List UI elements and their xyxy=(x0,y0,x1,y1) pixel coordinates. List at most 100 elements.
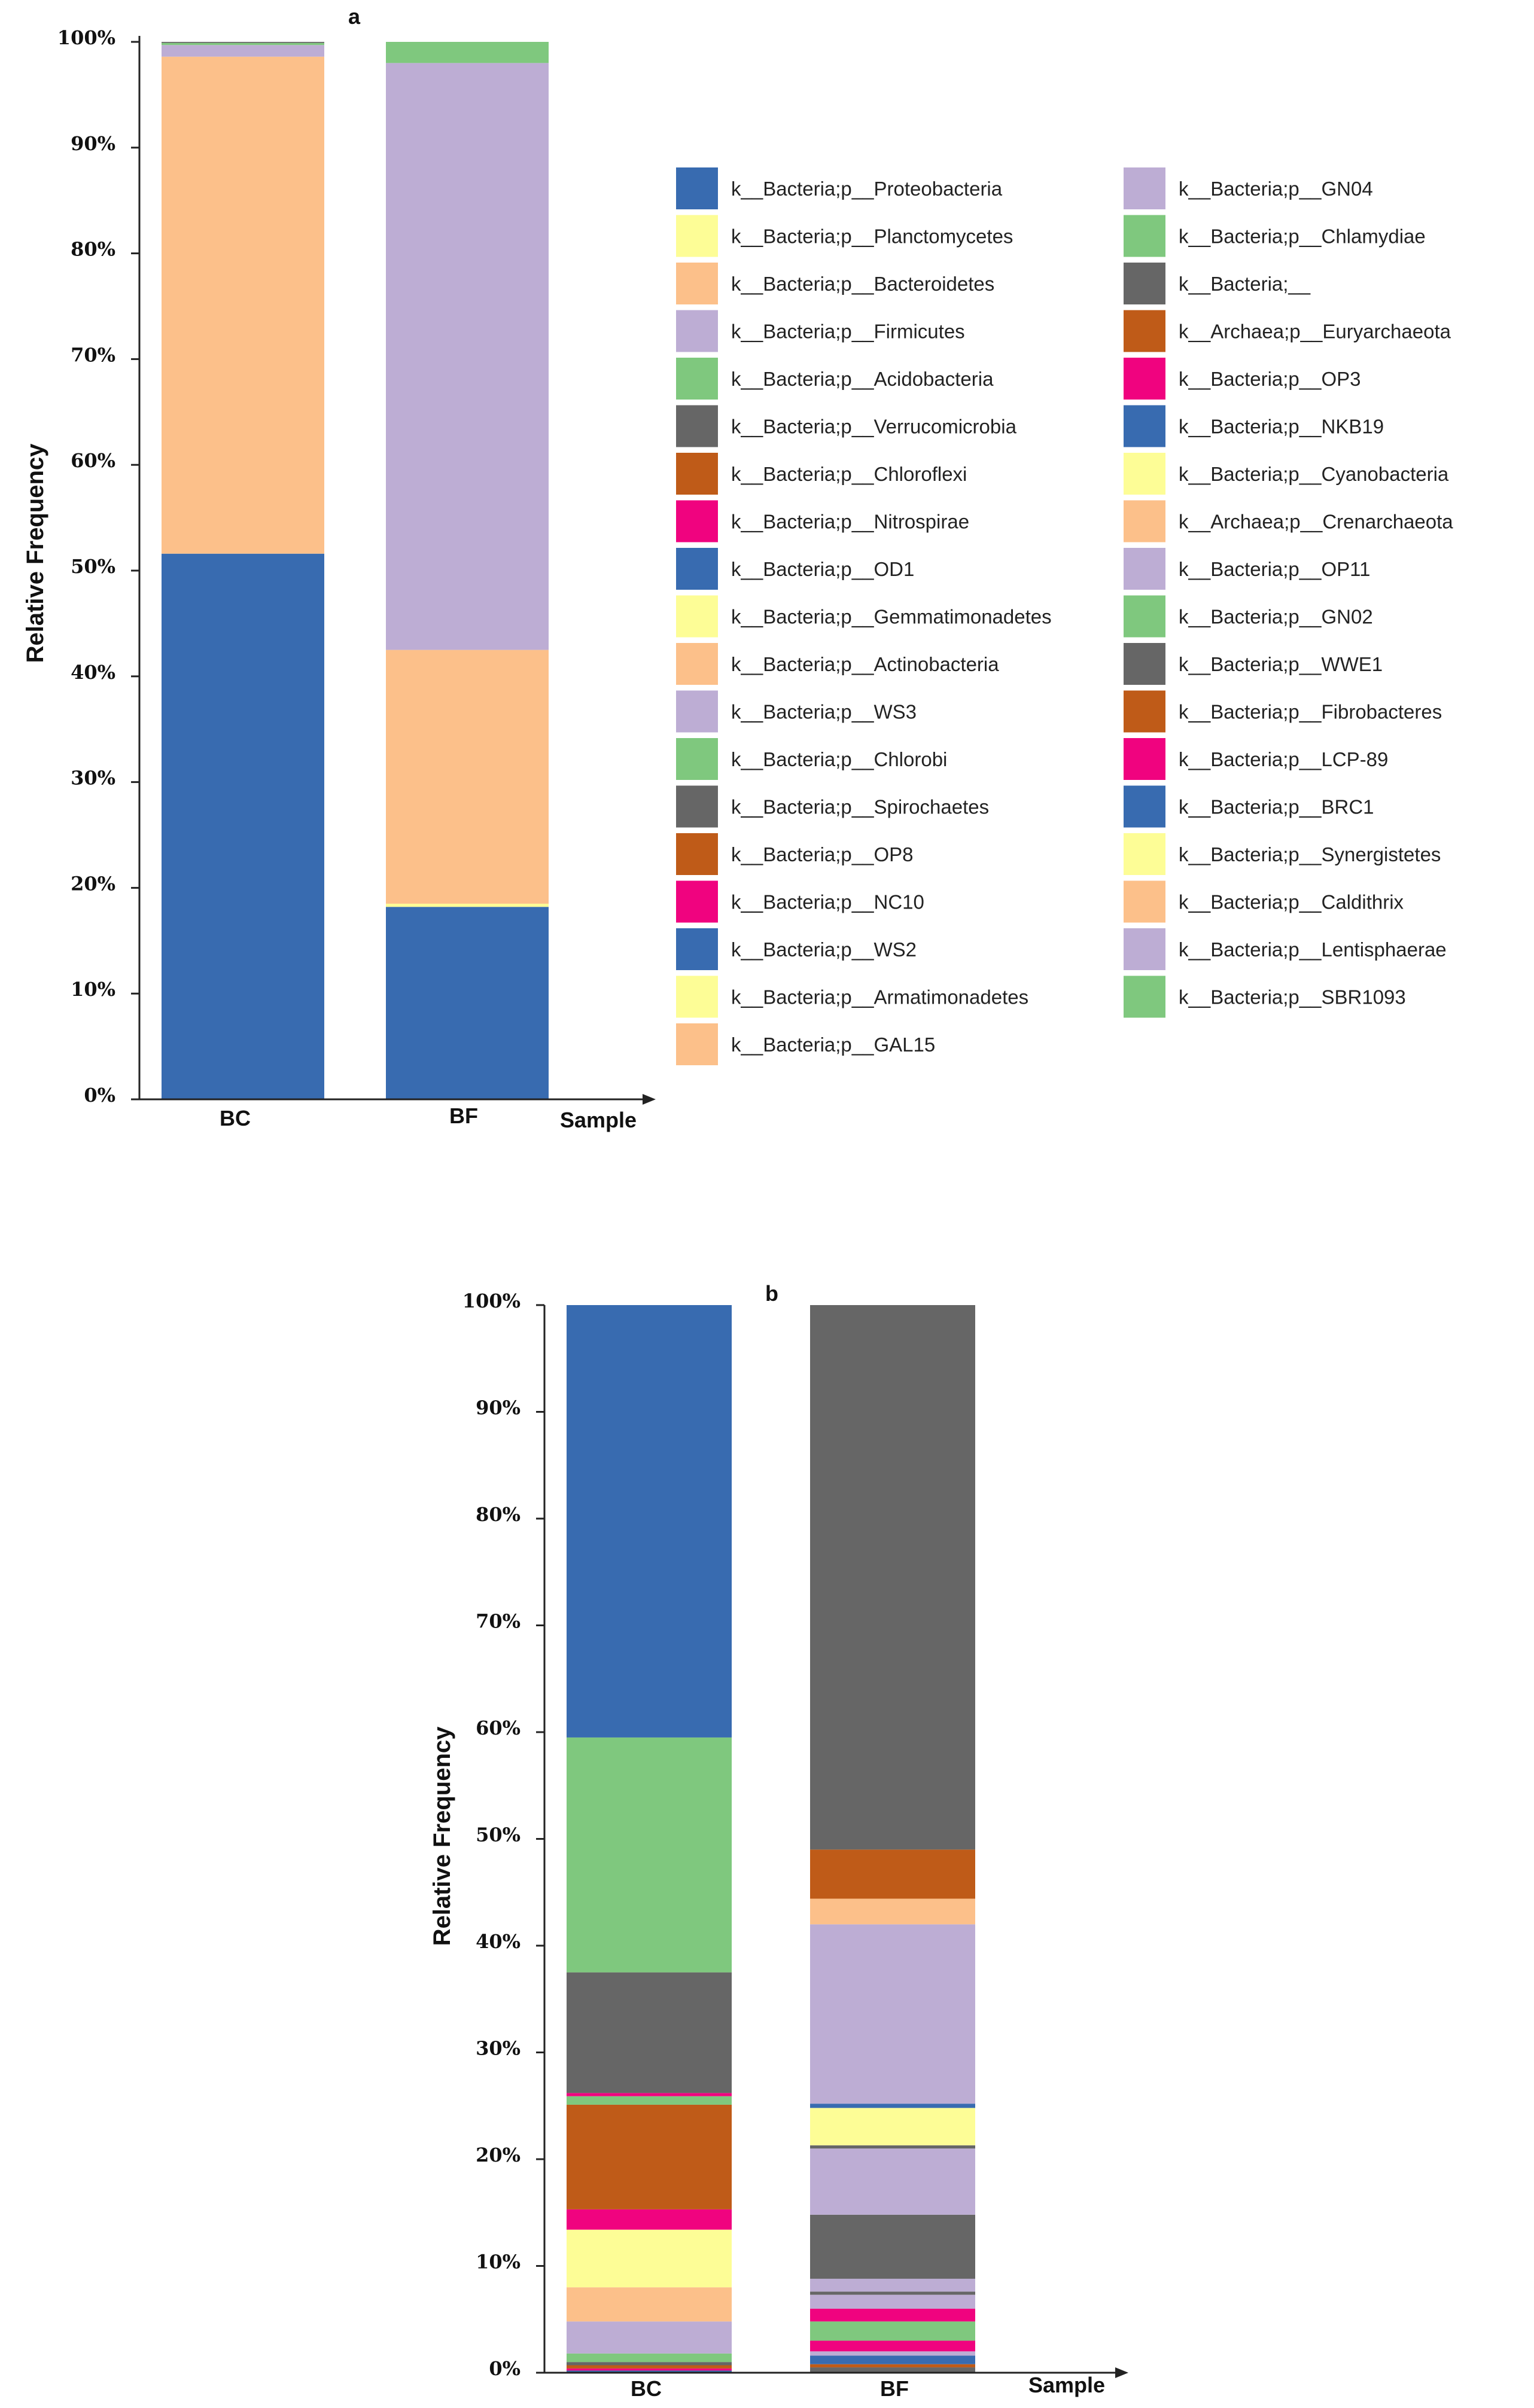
panel-b-bar-segment xyxy=(810,2214,975,2279)
legend-swatch xyxy=(676,595,718,638)
legend-swatch xyxy=(1124,263,1165,304)
panel-a-category-bc: BC xyxy=(220,1106,251,1130)
legend-swatch xyxy=(676,643,718,685)
legend-label: k__Bacteria;p__Armatimonadetes xyxy=(731,986,1028,1008)
panel-a-y-axis-label: Relative Frequency xyxy=(22,443,48,663)
panel-b-bar-segment xyxy=(567,2368,732,2371)
legend-swatch xyxy=(1124,643,1165,685)
panel-b-bar-segment xyxy=(567,2287,732,2322)
panel-b-y-tick-label: 80% xyxy=(476,1503,521,1526)
legend-label: k__Bacteria;p__Nitrospirae xyxy=(731,511,969,533)
panel-b-y-tick-label: 40% xyxy=(476,1930,521,1953)
legend-swatch xyxy=(676,785,718,828)
panel-a-bar-segment xyxy=(386,903,549,907)
panel-b-bar-segment xyxy=(567,2093,732,2096)
panel-b-y-tick-label: 10% xyxy=(476,2251,521,2273)
panel-a-title: a xyxy=(348,4,361,29)
panel-b-bar-segment xyxy=(810,2367,975,2373)
legend-swatch xyxy=(676,738,718,780)
panel-b-bar-segment xyxy=(810,2364,975,2368)
legend-swatch xyxy=(676,167,718,209)
legend-label: k__Bacteria;p__Fibrobacteres xyxy=(1179,701,1442,723)
panel-b-y-tick-label: 100% xyxy=(462,1290,521,1312)
legend-label: k__Bacteria;p__WS3 xyxy=(731,701,917,723)
panel-a-y-tick-label: 50% xyxy=(71,555,115,578)
panel-b-bar-segment xyxy=(567,2365,732,2369)
panel-b-y-axis-label: Relative Frequency xyxy=(429,1726,455,1946)
legend-label: k__Bacteria;p__Lentisphaerae xyxy=(1179,938,1447,961)
legend-label: k__Archaea;p__Crenarchaeota xyxy=(1179,511,1453,533)
legend-swatch xyxy=(1124,500,1165,542)
panel-a-bar-segment xyxy=(386,907,549,1099)
legend-label: k__Bacteria;p__Synergistetes xyxy=(1179,843,1441,865)
panel-b-bar-segment xyxy=(810,2145,975,2149)
panel-b-bar-segment xyxy=(810,2108,975,2145)
legend-label: k__Bacteria;p__Cyanobacteria xyxy=(1179,463,1449,485)
panel-a-bar-segment xyxy=(162,553,324,1099)
legend-label: k__Archaea;p__Euryarchaeota xyxy=(1179,321,1451,343)
legend-swatch xyxy=(676,976,718,1018)
legend-swatch xyxy=(1124,310,1165,352)
legend-swatch xyxy=(1124,785,1165,828)
legend-swatch xyxy=(1124,453,1165,495)
panel-b-bar-segment xyxy=(810,1924,975,2104)
legend-swatch xyxy=(1124,595,1165,638)
panel-b-bar-segment xyxy=(810,2148,975,2215)
panel-a-bar-segment xyxy=(162,42,324,43)
legend-swatch xyxy=(676,453,718,495)
panel-a-y-tick-label: 40% xyxy=(71,661,115,684)
panel-b-x-axis-label: Sample xyxy=(1028,2373,1105,2397)
panel-b-chart: b Relative Frequency 0% 10% 20% 30% 40% 50% 60… xyxy=(429,1281,1128,2401)
panel-a-bar-segment xyxy=(386,650,549,904)
panel-b-bar-segment xyxy=(810,1898,975,1925)
panel-b-bar-segment xyxy=(810,2278,975,2292)
panel-b-bar-segment xyxy=(810,2355,975,2364)
legend-label: k__Bacteria;p__GN02 xyxy=(1179,606,1373,628)
legend-swatch xyxy=(1124,215,1165,257)
panel-a-legend: k__Bacteria;p__Proteobacteria k__Bacteria… xyxy=(676,167,1453,1065)
panel-b-bar-segment xyxy=(567,2321,732,2354)
legend-label: k__Bacteria;p__Actinobacteria xyxy=(731,653,999,675)
legend-label: k__Bacteria;p__Firmicutes xyxy=(731,321,965,343)
legend-label: k__Bacteria;p__BRC1 xyxy=(1179,796,1374,818)
legend-label: k__Bacteria;p__OP8 xyxy=(731,843,914,865)
panel-b-bar-segment xyxy=(567,2353,732,2363)
panel-a-bar-segment xyxy=(162,56,324,554)
panel-b-bar-segment xyxy=(810,2321,975,2341)
panel-b-bar-segment xyxy=(810,2351,975,2356)
panel-a-y-tick-label: 70% xyxy=(71,343,115,366)
legend-swatch xyxy=(676,690,718,733)
legend-label: k__Bacteria;p__NKB19 xyxy=(1179,416,1384,438)
panel-a-chart: a Relative Frequency 0% 10% 20% 30% 40% 50% 60… xyxy=(22,4,1453,1132)
panel-b-bar-segment xyxy=(810,2340,975,2352)
legend-swatch xyxy=(1124,928,1165,970)
legend-swatch xyxy=(1124,358,1165,400)
legend-label: k__Bacteria;p__GAL15 xyxy=(731,1034,935,1056)
legend-swatch xyxy=(676,358,718,400)
panel-a-bar-segment xyxy=(162,42,324,45)
panel-b-bar-segment xyxy=(567,2209,732,2230)
legend-swatch xyxy=(676,263,718,304)
legend-label: k__Bacteria;p__Caldithrix xyxy=(1179,891,1404,913)
legend-swatch xyxy=(676,310,718,352)
legend-swatch xyxy=(1124,833,1165,875)
legend-swatch xyxy=(676,1023,718,1065)
legend-swatch xyxy=(1124,738,1165,780)
legend-label: k__Bacteria;p__Chlorobi xyxy=(731,748,947,770)
legend-swatch xyxy=(676,928,718,970)
legend-label: k__Bacteria;__ xyxy=(1179,273,1311,295)
legend-swatch xyxy=(676,500,718,542)
panel-b-y-tick-label: 0% xyxy=(489,2357,521,2380)
panel-b-y-tick-label: 50% xyxy=(476,1824,521,1846)
legend-label: k__Bacteria;p__LCP-89 xyxy=(1179,748,1388,770)
panel-a-category-bf: BF xyxy=(449,1104,478,1128)
panel-b-bar-segment xyxy=(810,1849,975,1899)
panel-a-x-axis-label: Sample xyxy=(560,1108,637,1132)
panel-b-bar-segment xyxy=(810,2291,975,2295)
panel-b-bar-segment xyxy=(810,2104,975,2108)
panel-b-bar-segment xyxy=(567,2370,732,2373)
panel-b-title: b xyxy=(765,1281,778,1306)
legend-label: k__Bacteria;p__Chlamydiae xyxy=(1179,225,1426,248)
panel-a-y-tick-label: 60% xyxy=(71,449,115,472)
panel-a-y-tick-label: 0% xyxy=(84,1084,115,1107)
